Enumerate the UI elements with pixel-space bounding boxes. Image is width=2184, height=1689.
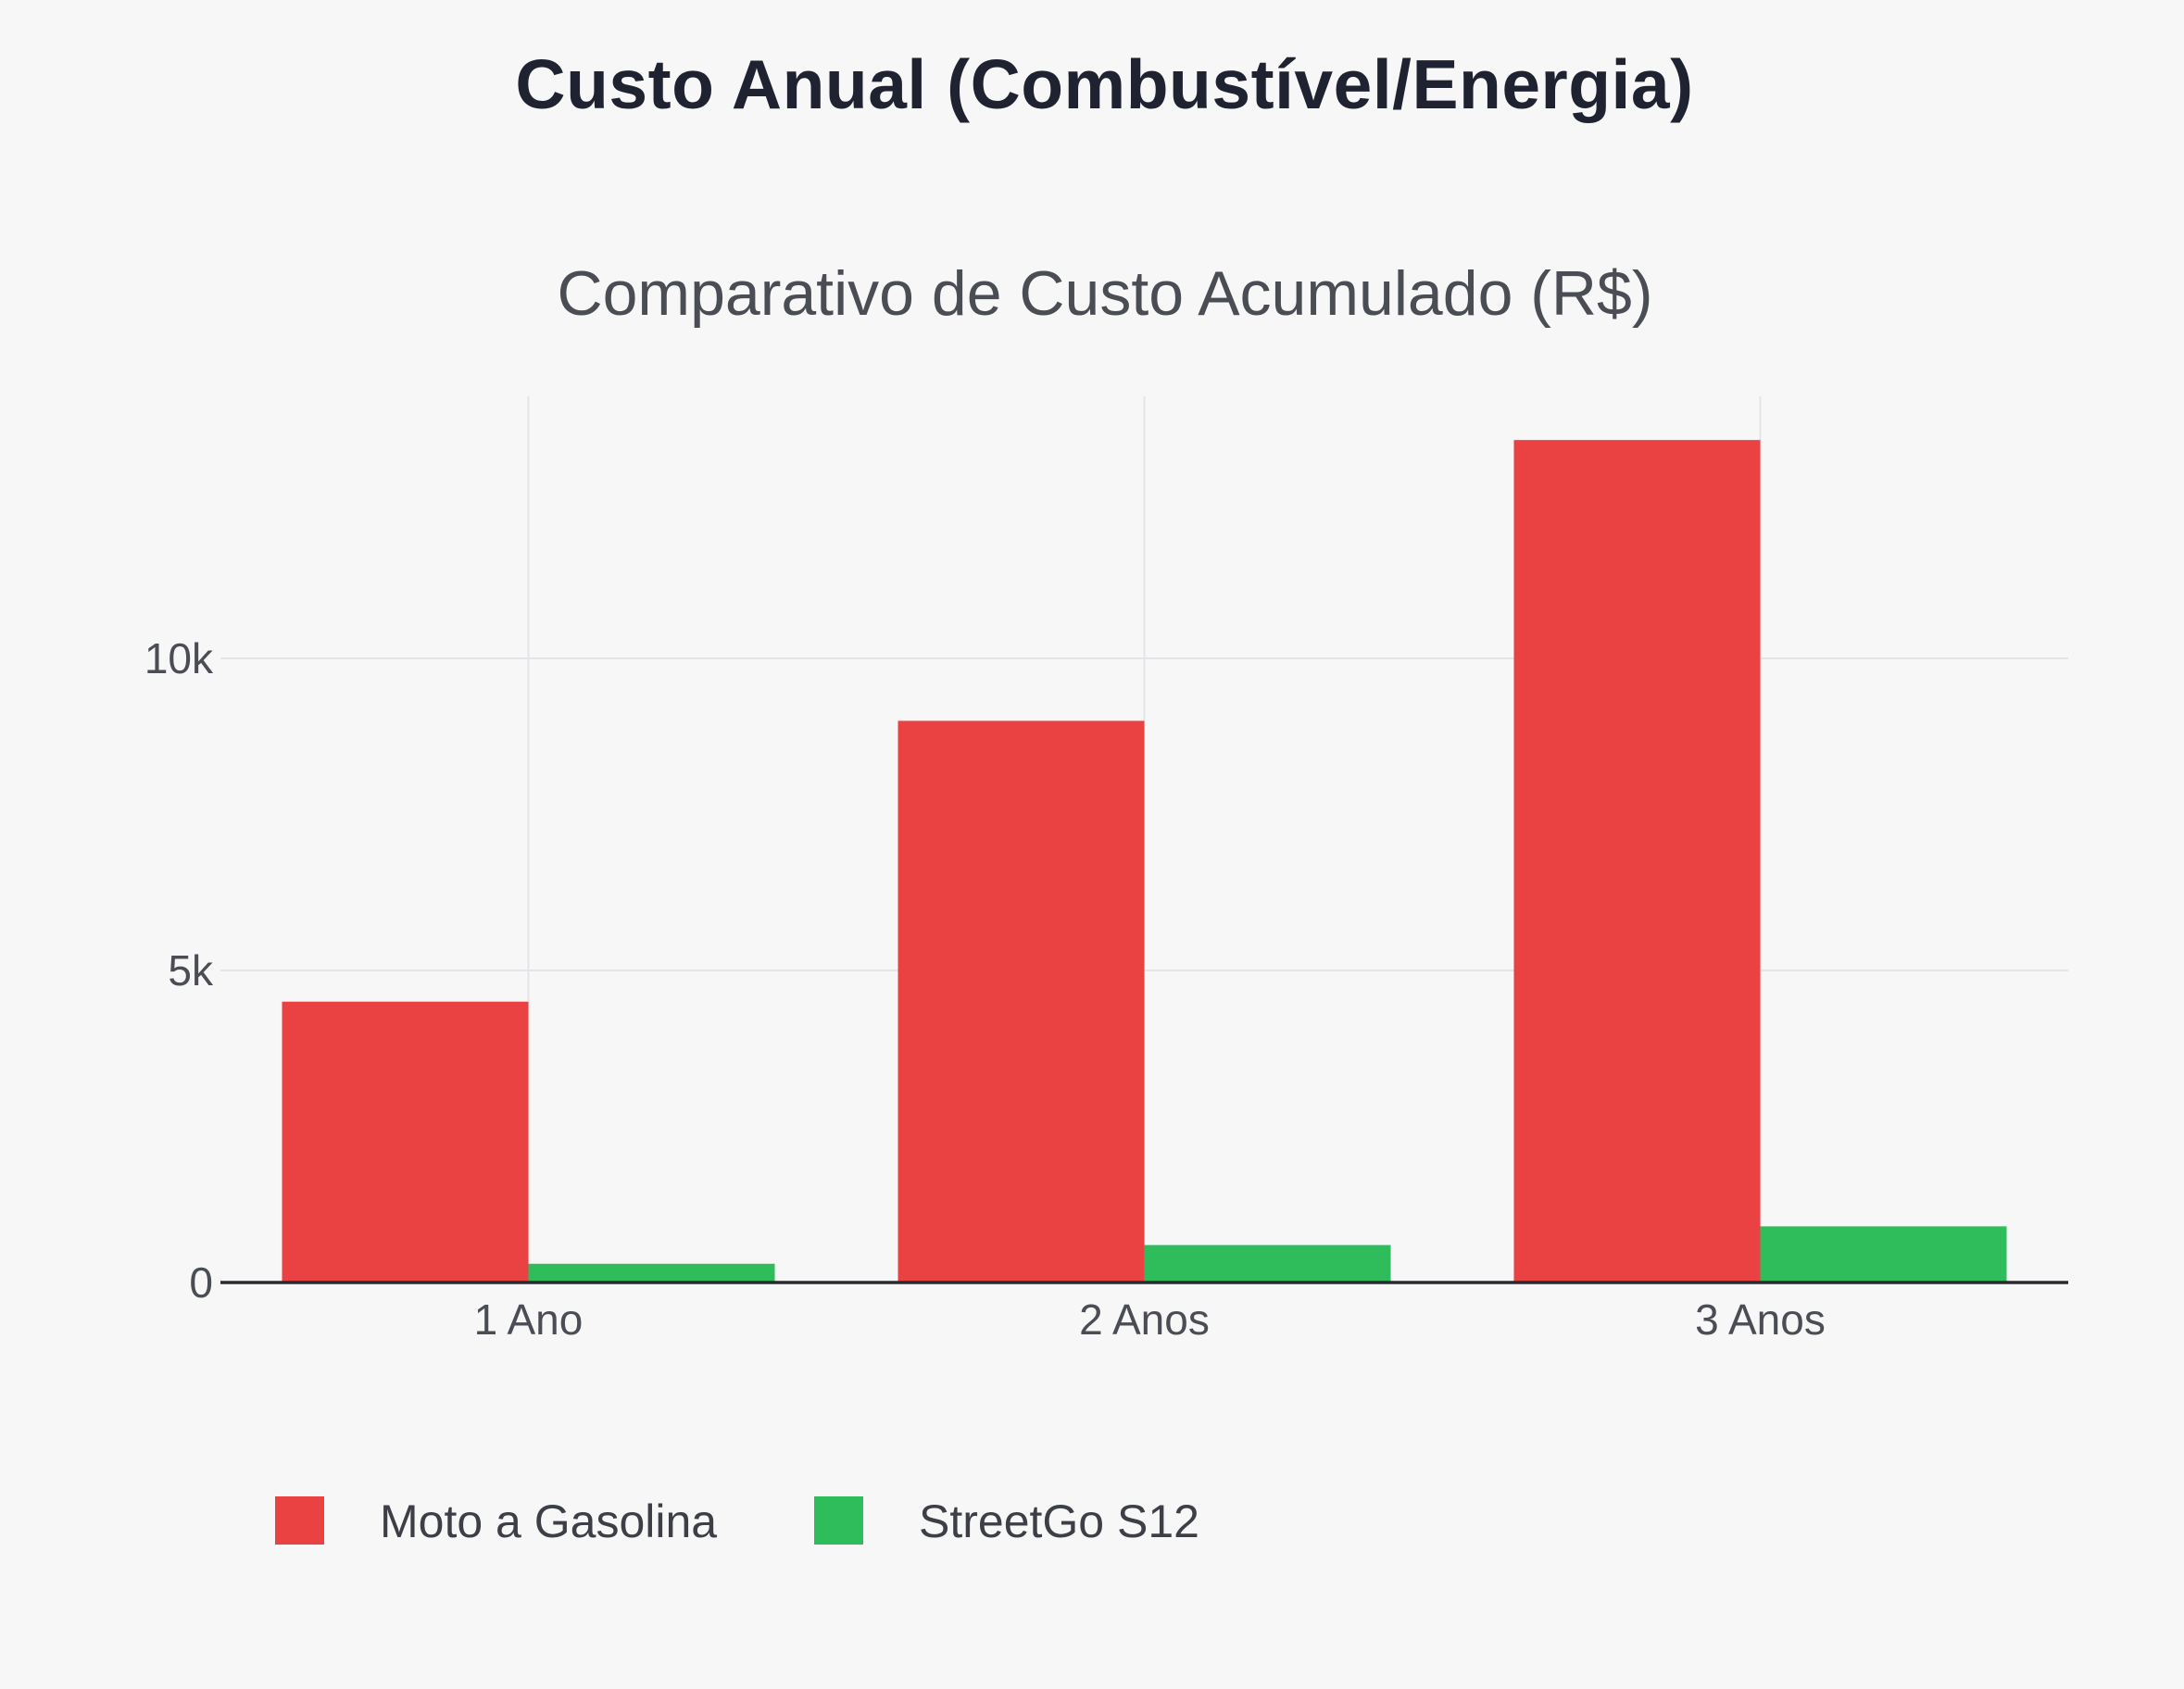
bar-moto-a-gasolina — [897, 720, 1145, 1282]
bar-moto-a-gasolina — [1513, 440, 1761, 1283]
legend-label[interactable]: StreetGo S12 — [919, 1495, 1199, 1547]
bar-streetgo-s12 — [528, 1263, 775, 1282]
y-tick-label: 5k — [168, 946, 214, 995]
legend-swatch[interactable] — [275, 1496, 324, 1545]
chart-title: Comparativo de Custo Acumulado (R$) — [558, 258, 1653, 329]
x-tick-label: 3 Anos — [1695, 1295, 1826, 1344]
y-tick-label: 0 — [189, 1258, 213, 1307]
bar-streetgo-s12 — [1760, 1226, 2007, 1282]
y-tick-label: 10k — [144, 634, 214, 682]
legend-label[interactable]: Moto a Gasolina — [380, 1495, 717, 1547]
x-tick-label: 2 Anos — [1079, 1295, 1210, 1344]
bar-streetgo-s12 — [1144, 1245, 1391, 1282]
x-tick-label: 1 Ano — [474, 1295, 584, 1344]
legend: Moto a Gasolina StreetGo S12 — [275, 1495, 1199, 1547]
bars — [282, 440, 2007, 1283]
legend-swatch[interactable] — [814, 1496, 863, 1545]
page-title: Custo Anual (Combustível/Energia) — [515, 45, 1694, 123]
axes: 0 5k 10k 1 Ano 2 Anos 3 Anos — [144, 634, 2068, 1344]
bar-moto-a-gasolina — [282, 1001, 529, 1282]
